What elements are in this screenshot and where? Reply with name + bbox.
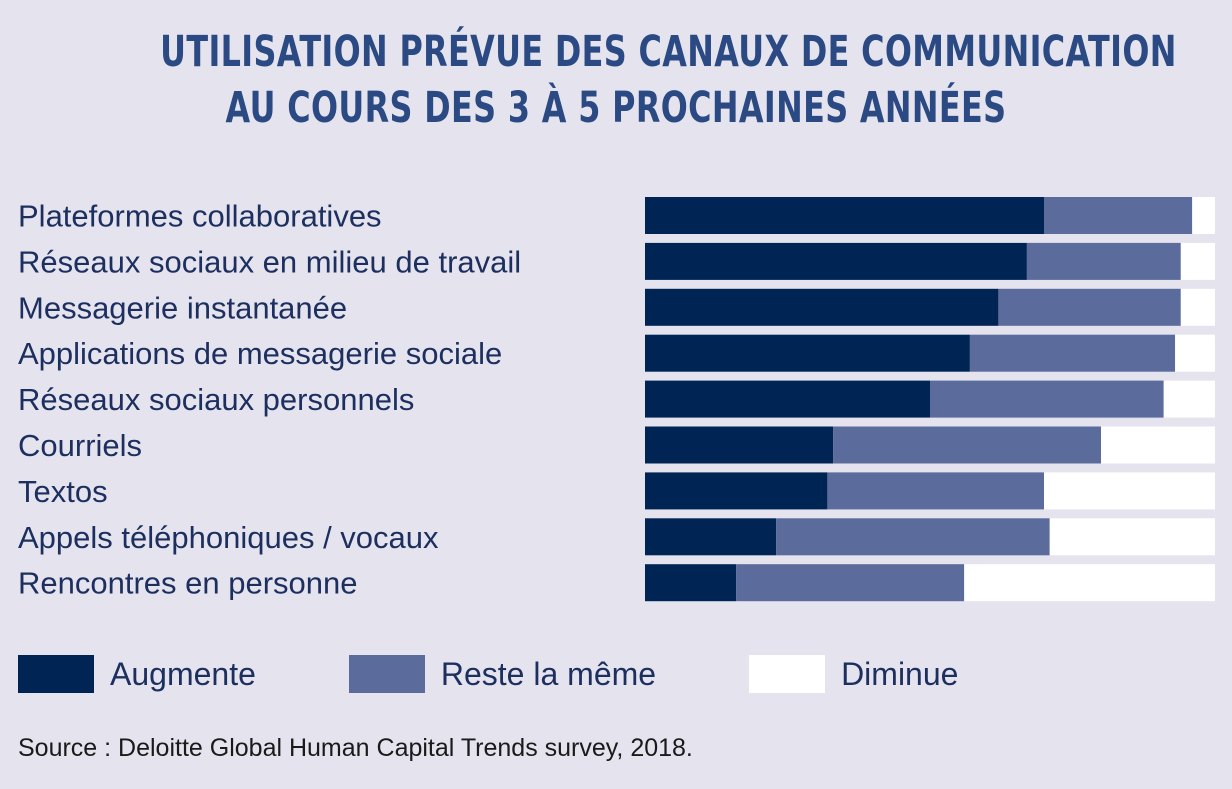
category-label: Courriels: [18, 428, 142, 463]
bar-segment-diminue: [1049, 518, 1215, 556]
bar-segment-reste: [827, 472, 1044, 510]
bar-segment-augmente: [645, 197, 1044, 234]
category-label: Réseaux sociaux en milieu de travail: [18, 244, 521, 279]
legend: Augmente Reste la même Diminue: [18, 655, 1051, 693]
bar-segment-diminue: [1180, 288, 1215, 326]
category-label: Messagerie instantanée: [18, 290, 347, 325]
bar-segment-reste: [833, 426, 1101, 464]
legend-item-reste: Reste la même: [348, 655, 657, 693]
bar-segment-diminue: [1101, 426, 1215, 464]
chart-title-line-2: AU COURS DES 3 À 5 PROCHAINES ANNÉES: [225, 83, 1007, 133]
bar-segment-augmente: [645, 242, 1027, 280]
legend-swatch-augmente: [18, 655, 94, 693]
category-label: Appels téléphoniques / vocaux: [18, 520, 439, 555]
bar-segment-augmente: [645, 380, 930, 418]
legend-item-diminue: Diminue: [749, 655, 958, 693]
bar-segment-reste: [930, 380, 1164, 418]
bar-segment-reste: [736, 564, 965, 602]
chart-title-line-1: UTILISATION PRÉVUE DES CANAUX DE COMMUNI…: [160, 27, 1177, 77]
bar-segment-diminue: [1180, 242, 1215, 280]
legend-label-augmente: Augmente: [110, 655, 256, 692]
legend-swatch-diminue: [749, 655, 826, 693]
bar-segment-reste: [998, 288, 1181, 326]
category-label: Réseaux sociaux personnels: [18, 382, 414, 417]
category-label: Textos: [18, 474, 108, 509]
bar-segment-reste: [776, 518, 1050, 556]
bar-segment-augmente: [645, 564, 737, 602]
source-note: Source : Deloitte Global Human Capital T…: [18, 734, 693, 762]
category-label: Plateformes collaboratives: [18, 199, 382, 234]
bar-segment-augmente: [645, 288, 999, 326]
legend-swatch-reste: [348, 655, 425, 693]
legend-item-augmente: Augmente: [18, 655, 256, 693]
bar-segment-augmente: [645, 518, 777, 556]
bar-segment-diminue: [1192, 197, 1215, 234]
bar-segment-reste: [969, 334, 1176, 372]
category-label: Rencontres en personne: [18, 566, 358, 601]
bar-segment-augmente: [645, 472, 828, 510]
bar-segment-reste: [1044, 197, 1193, 234]
chart-title: UTILISATION PRÉVUE DES CANAUX DE COMMUNI…: [160, 24, 1177, 136]
bar-segment-diminue: [1175, 334, 1215, 372]
bar-segment-diminue: [1044, 472, 1215, 510]
legend-label-diminue: Diminue: [841, 655, 959, 692]
category-label: Applications de messagerie sociale: [18, 336, 502, 371]
bar-segment-augmente: [645, 426, 834, 464]
bar-segment-augmente: [645, 334, 970, 372]
bar-segment-reste: [1026, 242, 1181, 280]
stacked-bar-chart: Plateformes collaboratives Réseaux sociau…: [18, 197, 1215, 602]
bar-segment-diminue: [964, 564, 1215, 602]
legend-label-reste: Reste la même: [440, 655, 657, 692]
bar-segment-diminue: [1163, 380, 1215, 418]
